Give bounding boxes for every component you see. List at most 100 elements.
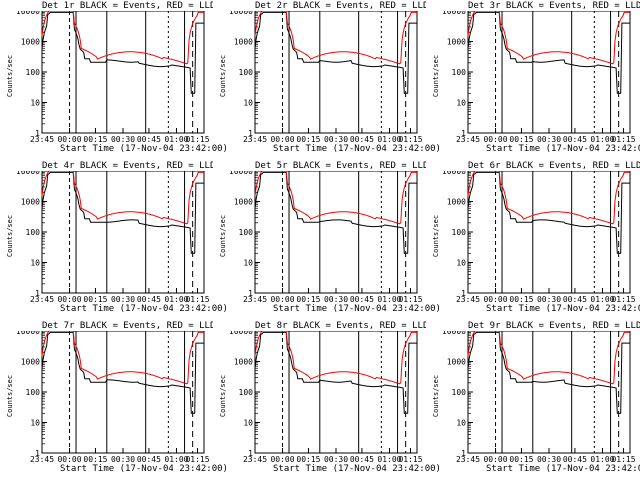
x-tick-label: 00:30	[111, 455, 135, 464]
y-tick-label: 10	[456, 419, 466, 428]
y-tick-label: 10000	[229, 327, 253, 336]
x-axis-title: Start Time (17-Nov-04 23:42:00)	[60, 464, 228, 474]
series-lld-line	[254, 170, 417, 225]
plot-frame	[41, 10, 205, 134]
x-tick-label: 00:45	[137, 135, 161, 144]
x-tick-label: 01:15	[611, 455, 635, 464]
x-tick-label: 00:15	[296, 135, 320, 144]
y-tick-label: 10000	[442, 327, 466, 336]
x-tick-label: 00:45	[563, 295, 587, 304]
y-tick-label: 1000	[234, 198, 253, 207]
plot-frame	[467, 10, 631, 134]
x-tick-label: 01:00	[164, 295, 188, 304]
y-axis-title: Counts/sec	[6, 54, 14, 98]
panel-title: Det 6r BLACK = Events, RED = LLD	[468, 161, 640, 171]
y-tick-label: 1	[35, 449, 40, 458]
y-tick-label: 1000	[21, 358, 40, 367]
x-tick-label: 01:00	[377, 135, 401, 144]
x-tick-label: 01:00	[590, 295, 614, 304]
y-tick-label: 100	[26, 388, 41, 397]
x-tick-label: 00:00	[483, 135, 507, 144]
x-tick-label: 01:15	[185, 455, 209, 464]
x-tick-label: 00:30	[537, 455, 561, 464]
series-lld-line	[41, 330, 204, 385]
series-lld-line	[467, 10, 630, 65]
detector-panel-8: 1 10 100 1000 10000 23:45 00:00 00:15 00:30 00:45…	[213, 320, 441, 480]
series-events-line	[41, 331, 204, 414]
top-mask	[426, 320, 639, 331]
y-tick-label: 100	[26, 228, 41, 237]
panel-title: Det 4r BLACK = Events, RED = LLD	[42, 161, 216, 171]
series-events-line	[254, 11, 417, 94]
x-tick-label: 00:45	[350, 135, 374, 144]
y-tick-label: 10000	[442, 7, 466, 16]
y-tick-label: 1	[461, 129, 466, 138]
x-tick-label: 01:15	[398, 295, 422, 304]
x-tick-label: 00:45	[137, 295, 161, 304]
x-tick-label: 00:15	[509, 295, 533, 304]
detector-chart-svg: 1 10 100 1000 10000 23:45 00:00 00:15 00:30 00:45…	[426, 160, 639, 304]
y-axis-title: Counts/sec	[219, 374, 227, 418]
x-tick-label: 00:15	[509, 455, 533, 464]
x-tick-label: 23:45	[243, 455, 267, 464]
detector-panel-6: 1 10 100 1000 10000 23:45 00:00 00:15 00:30 00:45…	[426, 160, 640, 320]
y-tick-label: 10000	[442, 167, 466, 176]
x-tick-label: 00:30	[324, 135, 348, 144]
y-tick-label: 1000	[447, 38, 466, 47]
detector-chart-svg: 1 10 100 1000 10000 23:45 00:00 00:15 00:30 00:45…	[0, 0, 213, 144]
x-tick-label: 00:15	[296, 295, 320, 304]
y-axis-title: Counts/sec	[219, 214, 227, 258]
y-tick-label: 10000	[229, 7, 253, 16]
y-axis-title: Counts/sec	[432, 54, 440, 98]
y-tick-label: 10	[456, 259, 466, 268]
series-events-line	[467, 11, 630, 94]
x-tick-label: 00:15	[83, 135, 107, 144]
panel-title: Det 7r BLACK = Events, RED = LLD	[42, 321, 216, 331]
x-axis-title: Start Time (17-Nov-04 23:42:00)	[60, 144, 228, 154]
detector-panel-2: 1 10 100 1000 10000 23:45 00:00 00:15 00:30 00:45…	[213, 0, 441, 160]
top-mask	[213, 160, 426, 171]
x-tick-label: 00:15	[509, 135, 533, 144]
x-tick-label: 23:45	[30, 295, 54, 304]
series-lld-line	[467, 330, 630, 385]
top-mask	[0, 0, 213, 11]
panel-title: Det 8r BLACK = Events, RED = LLD	[255, 321, 429, 331]
y-tick-label: 10	[243, 419, 253, 428]
y-tick-label: 10	[243, 99, 253, 108]
x-tick-label: 01:15	[611, 135, 635, 144]
x-tick-label: 00:00	[483, 455, 507, 464]
x-axis-title: Start Time (17-Nov-04 23:42:00)	[486, 144, 640, 154]
x-tick-label: 00:30	[537, 135, 561, 144]
x-tick-label: 00:00	[270, 135, 294, 144]
plot-frame	[254, 330, 418, 454]
series-lld-line	[41, 170, 204, 225]
y-axis-title: Counts/sec	[432, 374, 440, 418]
x-tick-label: 00:45	[137, 455, 161, 464]
detector-panel-3: 1 10 100 1000 10000 23:45 00:00 00:15 00:30 00:45…	[426, 0, 640, 160]
x-tick-label: 23:45	[30, 135, 54, 144]
plot-frame	[467, 330, 631, 454]
plot-frame	[254, 10, 418, 134]
detector-panel-5: 1 10 100 1000 10000 23:45 00:00 00:15 00:30 00:45…	[213, 160, 441, 320]
x-tick-label: 00:30	[111, 135, 135, 144]
plot-frame	[41, 330, 205, 454]
y-tick-label: 1	[461, 289, 466, 298]
top-mask	[426, 160, 639, 171]
x-tick-label: 00:15	[296, 455, 320, 464]
y-tick-label: 100	[26, 68, 41, 77]
y-tick-label: 100	[239, 68, 254, 77]
x-tick-label: 01:00	[590, 135, 614, 144]
x-tick-label: 01:15	[185, 295, 209, 304]
y-tick-label: 100	[452, 68, 467, 77]
x-tick-label: 01:00	[377, 295, 401, 304]
x-tick-label: 00:45	[563, 135, 587, 144]
x-tick-label: 01:00	[164, 455, 188, 464]
top-mask	[426, 0, 639, 11]
y-tick-label: 1000	[447, 358, 466, 367]
y-tick-label: 10	[243, 259, 253, 268]
y-tick-label: 1000	[234, 38, 253, 47]
panel-title: Det 3r BLACK = Events, RED = LLD	[468, 1, 640, 11]
x-tick-label: 23:45	[243, 135, 267, 144]
series-events-line	[41, 11, 204, 94]
y-axis-title: Counts/sec	[6, 214, 14, 258]
